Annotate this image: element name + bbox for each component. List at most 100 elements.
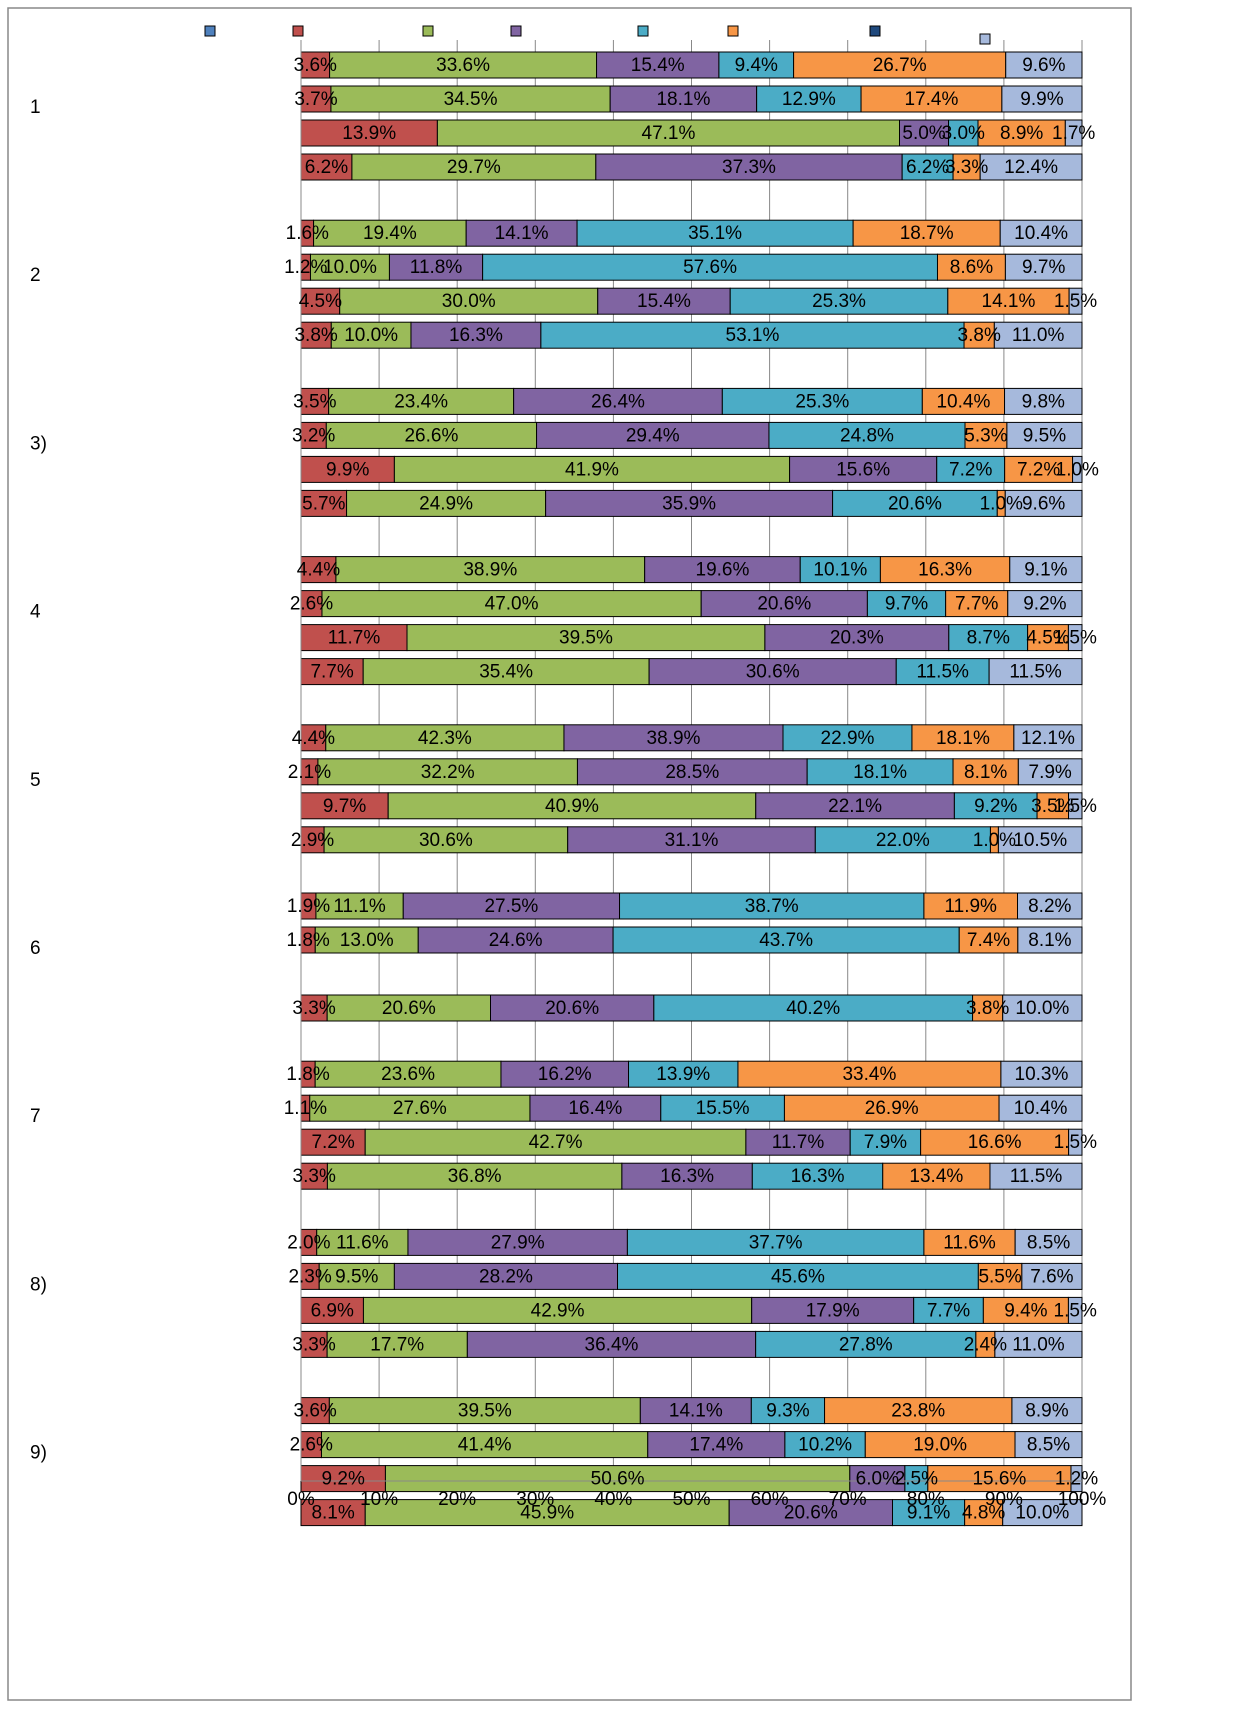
- bar-segment: [750, 1397, 826, 1425]
- data-label: 20.6%: [545, 998, 599, 1019]
- bar-segment: [982, 1296, 1069, 1324]
- bar-segment: [1021, 1262, 1083, 1290]
- bar-segment: [482, 253, 938, 281]
- bar-segment: [300, 489, 348, 517]
- bar-segment: [1017, 892, 1083, 920]
- data-label: 11.0%: [1012, 1334, 1065, 1355]
- data-label: 9.8%: [1022, 391, 1065, 412]
- bar-segment: [1068, 1128, 1083, 1156]
- data-label: 7.7%: [310, 662, 353, 683]
- data-label: 24.9%: [419, 493, 473, 514]
- bar-segment: [1004, 489, 1083, 517]
- bar-segment: [947, 287, 1070, 315]
- data-label: 16.3%: [791, 1166, 845, 1187]
- data-label: 9.9%: [1020, 89, 1063, 110]
- bar-segment: [351, 153, 597, 181]
- x-tick-label: 100%: [1058, 1489, 1107, 1510]
- bar-segment: [1072, 455, 1083, 483]
- data-label: 2.4%: [964, 1334, 1007, 1355]
- legend-swatch: [510, 25, 522, 37]
- data-label: 9.7%: [323, 796, 366, 817]
- bar-segment: [952, 153, 981, 181]
- data-label: 8.1%: [311, 1503, 354, 1524]
- bar-segment: [597, 287, 731, 315]
- bar-segment: [1017, 926, 1083, 954]
- data-label: 26.7%: [873, 55, 927, 76]
- bar-segment: [1064, 119, 1083, 147]
- data-label: 1.6%: [286, 223, 329, 244]
- data-label: 17.4%: [905, 89, 959, 110]
- bar-segment: [1013, 724, 1083, 752]
- bar-segment: [866, 590, 947, 618]
- bar-segment: [536, 421, 770, 449]
- data-label: 14.1%: [669, 1401, 723, 1422]
- data-label: 10.4%: [936, 391, 990, 412]
- bar-segment: [364, 1128, 747, 1156]
- data-label: 9.6%: [1022, 55, 1065, 76]
- bar-segment: [891, 1499, 966, 1527]
- bar-segment: [963, 321, 995, 349]
- data-label: 16.3%: [660, 1166, 714, 1187]
- bar-segment: [346, 489, 547, 517]
- data-label: 14.1%: [495, 223, 549, 244]
- bar-segment: [864, 1431, 1016, 1459]
- data-label: 10.4%: [1014, 223, 1068, 244]
- bar-segment: [979, 153, 1083, 181]
- data-label: 17.4%: [689, 1435, 743, 1456]
- data-label: 7.7%: [955, 594, 998, 615]
- bar-segment: [388, 253, 484, 281]
- bar-segment: [316, 1228, 409, 1256]
- data-label: 32.2%: [421, 762, 475, 783]
- legend-swatch: [727, 25, 739, 37]
- bar-segment: [612, 926, 960, 954]
- bar-segment: [1004, 455, 1074, 483]
- data-label: 9.4%: [735, 55, 778, 76]
- data-label: 1.0%: [980, 493, 1023, 514]
- data-label: 15.4%: [631, 55, 685, 76]
- bar-segment: [321, 590, 702, 618]
- x-tick-label: 90%: [985, 1489, 1023, 1510]
- data-label: 1.8%: [286, 1064, 329, 1085]
- data-label: 45.9%: [520, 1503, 574, 1524]
- bar-segment: [326, 994, 492, 1022]
- data-label: 7.4%: [967, 930, 1010, 951]
- data-label: 16.2%: [538, 1064, 592, 1085]
- data-label: 53.1%: [726, 325, 780, 346]
- bar-segment: [500, 1060, 630, 1088]
- bar-segment: [1004, 387, 1083, 415]
- data-label: 3.0%: [942, 123, 985, 144]
- data-label: 47.1%: [642, 123, 696, 144]
- bar-segment: [1014, 1431, 1083, 1459]
- data-label: 7.6%: [1030, 1266, 1073, 1287]
- data-label: 10.4%: [1014, 1098, 1068, 1119]
- data-label: 38.7%: [745, 896, 799, 917]
- bar-segment: [721, 387, 923, 415]
- data-label: 1.5%: [1054, 1132, 1097, 1153]
- bar-segment: [879, 556, 1011, 584]
- x-tick-label: 30%: [516, 1489, 554, 1510]
- data-label: 7.2%: [1017, 459, 1060, 480]
- bar-segment: [648, 658, 897, 686]
- legend-swatch: [422, 25, 434, 37]
- bar-segment: [945, 590, 1009, 618]
- bar-segment: [315, 892, 404, 920]
- bar-segment: [849, 1128, 922, 1156]
- data-label: 33.6%: [436, 55, 490, 76]
- data-label: 10.0%: [1015, 1503, 1069, 1524]
- bar-segment: [729, 287, 949, 315]
- bar-segment: [1002, 994, 1083, 1022]
- data-label: 19.4%: [363, 223, 417, 244]
- data-label: 30.6%: [419, 830, 473, 851]
- data-label: 15.6%: [972, 1469, 1026, 1490]
- bar-segment: [639, 1397, 752, 1425]
- bar-segment: [700, 590, 868, 618]
- bar-segment: [328, 1397, 641, 1425]
- data-label: 2.0%: [287, 1232, 330, 1253]
- data-label: 39.5%: [559, 628, 613, 649]
- data-label: 27.8%: [839, 1334, 893, 1355]
- data-label: 41.4%: [458, 1435, 512, 1456]
- group-label: 4: [30, 602, 41, 623]
- data-label: 10.0%: [323, 257, 377, 278]
- bar-segment: [406, 624, 766, 652]
